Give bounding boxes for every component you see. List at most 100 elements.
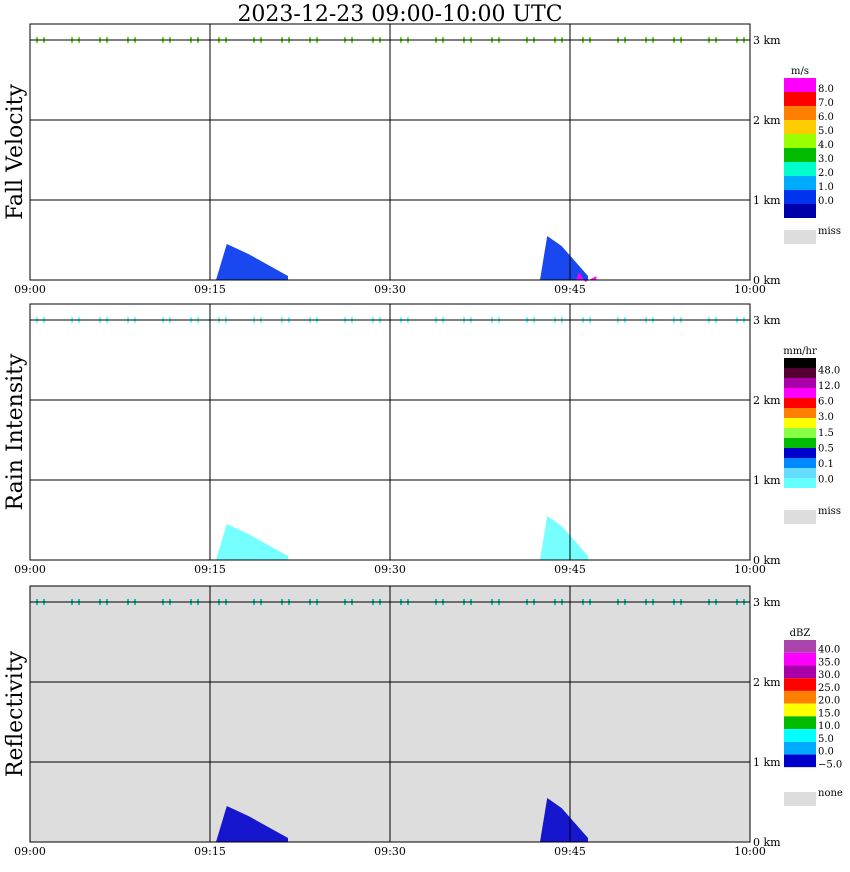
plot-frame <box>29 303 751 561</box>
colorbar-swatch <box>784 716 816 730</box>
colorbar-label: 7.0 <box>818 98 834 109</box>
colorbar-swatch <box>784 678 816 691</box>
colorbar-swatch <box>784 358 816 368</box>
colorbar-swatch <box>784 448 816 458</box>
colorbar-label: 3.0 <box>818 154 834 165</box>
colorbar-swatch <box>784 478 816 488</box>
colorbar-label: 20.0 <box>818 696 840 707</box>
y-tick-label: 1 km <box>753 194 781 207</box>
panel-ylabel: Fall Velocity <box>3 84 28 220</box>
colorbar-swatch <box>784 458 816 468</box>
colorbar-swatch <box>784 418 816 428</box>
colorbar-label: 25.0 <box>818 683 840 694</box>
colorbar-swatch <box>784 754 816 768</box>
panels-group: 09:00 09:15 09:30 09:45 10:000 km1 km2 km3 k… <box>3 23 843 858</box>
colorbar-label: 0.5 <box>818 443 834 454</box>
colorbar-label: 1.0 <box>818 182 834 193</box>
panel-3: 09:00 09:15 09:30 09:45 10:000 km 1 km 2 km 3 k… <box>3 585 843 858</box>
colorbar-label: 35.0 <box>818 657 840 668</box>
y-tick-label: 0 km <box>753 554 781 567</box>
colorbar-label: 0.0 <box>818 196 834 207</box>
colorbar-missing-label: none <box>818 788 843 799</box>
x-tick-label: 10:00 <box>734 845 766 858</box>
colorbar-missing-label: miss <box>818 226 841 237</box>
echo-region <box>540 516 588 560</box>
figure-title: 2023-12-23 09:00-10:00 UTC <box>237 2 562 27</box>
y-tick-label: 2 km <box>753 394 781 407</box>
colorbar-swatch <box>784 78 816 92</box>
colorbar-label: 12.0 <box>818 381 840 392</box>
colorbar-swatch <box>784 729 816 742</box>
colorbar-swatch <box>784 640 816 653</box>
x-tick-label: 09:15 <box>194 283 226 296</box>
plot-frame <box>29 23 751 281</box>
colorbar-unit: mm/hr <box>783 346 817 357</box>
colorbar-swatch <box>784 703 816 717</box>
colorbar-swatch <box>784 428 816 438</box>
panel-ylabel: Rain Intensity <box>3 353 28 510</box>
y-tick-label: 2 km <box>753 114 781 127</box>
colorbar-swatch <box>784 106 816 120</box>
colorbar-label: 2.0 <box>818 168 834 179</box>
colorbar-label: 0.0 <box>818 474 834 485</box>
colorbar-label: 40.0 <box>818 645 840 656</box>
colorbar-swatch <box>784 204 816 218</box>
colorbar-label: 15.0 <box>818 708 840 719</box>
colorbar-swatch <box>784 652 816 666</box>
colorbar-swatch <box>784 488 816 498</box>
y-tick-label: 2 km <box>753 676 781 689</box>
x-tick-label: 09:45 <box>554 845 586 858</box>
x-tick-label: 09:15 <box>194 563 226 576</box>
y-tick-label: 3 km <box>753 34 781 47</box>
y-tick-label: 3 km <box>753 596 781 609</box>
colorbar-missing-swatch <box>784 230 816 244</box>
colorbar-missing-label: miss <box>818 506 841 517</box>
echo-region <box>540 798 588 842</box>
plot-frame <box>29 585 751 843</box>
colorbar-unit: dBZ <box>790 628 811 639</box>
colorbar-swatch <box>784 134 816 148</box>
colorbar-swatch <box>784 148 816 162</box>
colorbar-swatch <box>784 388 816 398</box>
colorbar-swatch <box>784 368 816 378</box>
colorbar-label: 5.0 <box>818 126 834 137</box>
colorbar-label: 8.0 <box>818 84 834 95</box>
colorbar-swatch <box>784 120 816 134</box>
colorbar-label: 5.0 <box>818 734 834 745</box>
echo-region <box>216 244 288 280</box>
colorbar-swatch <box>784 468 816 478</box>
colorbar-missing-swatch <box>784 510 816 524</box>
x-tick-label: 10:00 <box>734 283 766 296</box>
echo-region <box>540 236 588 280</box>
y-tick-label: 0 km <box>753 836 781 849</box>
colorbar-swatch <box>784 665 816 679</box>
x-tick-label: 09:45 <box>554 563 586 576</box>
colorbar-label: 30.0 <box>818 670 840 681</box>
y-tick-label: 1 km <box>753 474 781 487</box>
panel-2: 09:00 09:15 09:30 09:45 10:000 km 1 km 2 km 3 k… <box>3 303 841 576</box>
colorbar-swatch <box>784 408 816 418</box>
y-tick-label: 3 km <box>753 314 781 327</box>
panel-1: 09:00 09:15 09:30 09:45 10:000 km 1 km 2 km 3 k… <box>3 23 841 296</box>
echo-region <box>216 806 288 842</box>
x-tick-label: 09:15 <box>194 845 226 858</box>
colorbar-label: 1.5 <box>818 428 834 439</box>
colorbar-swatch <box>784 690 816 704</box>
y-tick-label: 1 km <box>753 756 781 769</box>
colorbar-swatch <box>784 378 816 388</box>
colorbar-label: 6.0 <box>818 397 834 408</box>
x-tick-label: 09:30 <box>374 563 406 576</box>
panel-ylabel: Reflectivity <box>3 650 28 777</box>
colorbar-swatch <box>784 190 816 204</box>
colorbar-label: 48.0 <box>818 366 840 377</box>
colorbar-swatch <box>784 92 816 106</box>
x-tick-label: 09:00 <box>14 283 46 296</box>
colorbar-swatch <box>784 176 816 190</box>
x-tick-label: 09:30 <box>374 845 406 858</box>
x-tick-label: 10:00 <box>734 563 766 576</box>
echo-region <box>216 524 288 560</box>
colorbar-swatch <box>784 741 816 755</box>
colorbar-label: 0.0 <box>818 747 834 758</box>
